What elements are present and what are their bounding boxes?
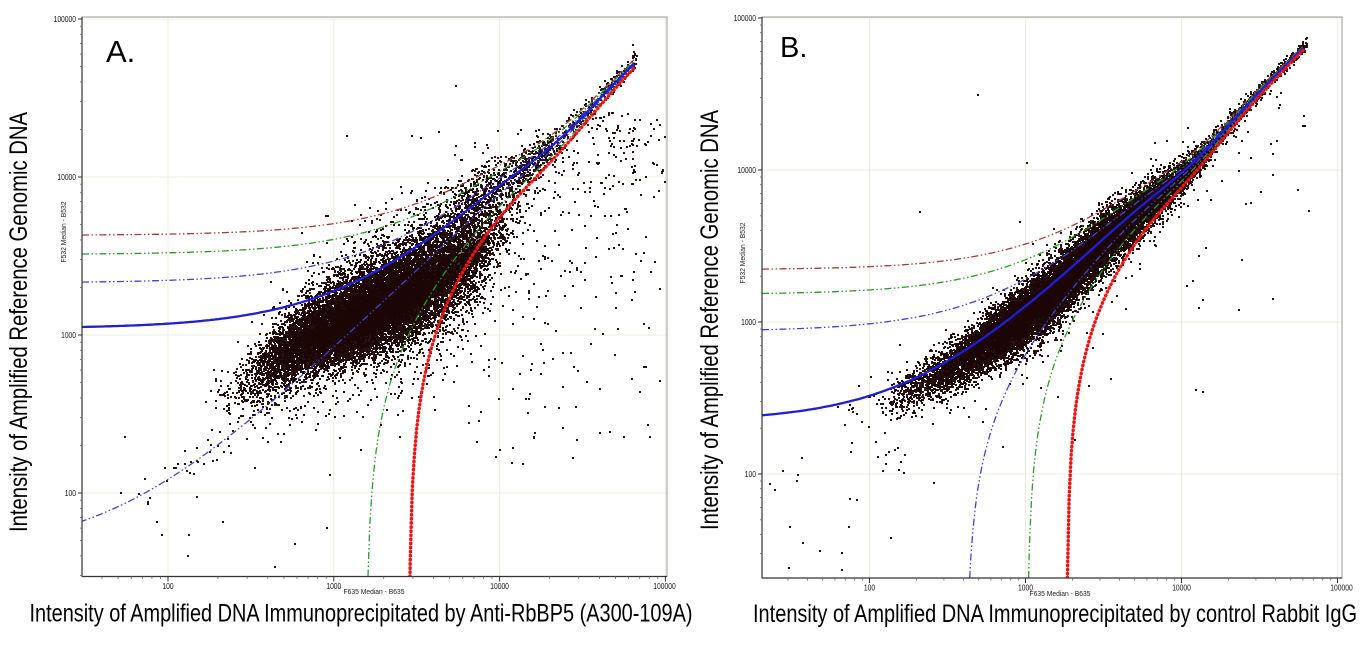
svg-text:F635 Median - B635: F635 Median - B635 — [344, 589, 405, 596]
svg-text:Intensity of Amplified DNA Imm: Intensity of Amplified DNA Immunoprecipi… — [30, 600, 693, 628]
svg-text:1000: 1000 — [61, 331, 76, 340]
svg-text:F635 Median - B635: F635 Median - B635 — [1030, 591, 1091, 598]
svg-text:A.: A. — [106, 34, 135, 69]
svg-text:1000: 1000 — [1018, 584, 1033, 593]
svg-text:100000: 100000 — [1330, 584, 1353, 593]
svg-text:100000: 100000 — [54, 15, 77, 24]
svg-text:10000: 10000 — [57, 173, 76, 182]
svg-text:1000: 1000 — [326, 582, 341, 591]
svg-text:Intensity of Amplified Referen: Intensity of Amplified Reference Genomic… — [696, 110, 724, 530]
svg-text:10000: 10000 — [1172, 584, 1191, 593]
svg-text:100000: 100000 — [653, 582, 676, 591]
svg-text:F532 Median - B532: F532 Median - B532 — [61, 201, 68, 262]
svg-text:100: 100 — [745, 470, 757, 479]
svg-text:100: 100 — [864, 584, 876, 593]
svg-text:100: 100 — [162, 582, 174, 591]
svg-text:F532 Median - B532: F532 Median - B532 — [740, 222, 747, 283]
svg-text:100000: 100000 — [734, 14, 757, 23]
svg-text:10000: 10000 — [737, 166, 756, 175]
svg-text:1000: 1000 — [741, 318, 756, 327]
svg-text:Intensity of Amplified Referen: Intensity of Amplified Reference Genomic… — [5, 112, 33, 532]
svg-text:10000: 10000 — [490, 582, 509, 591]
svg-text:B.: B. — [780, 32, 807, 64]
svg-text:100: 100 — [65, 489, 77, 498]
svg-text:Intensity of Amplified DNA Imm: Intensity of Amplified DNA Immunoprecipi… — [753, 600, 1357, 628]
